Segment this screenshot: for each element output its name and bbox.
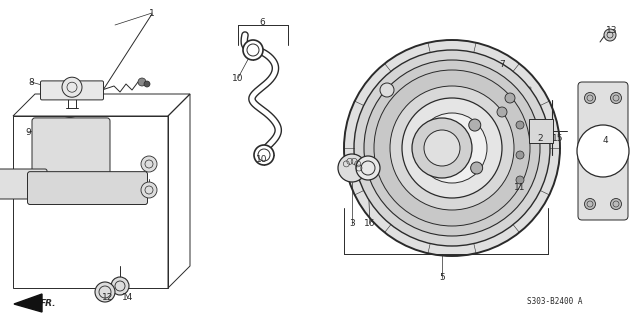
FancyBboxPatch shape (40, 81, 104, 100)
Circle shape (468, 119, 481, 131)
Circle shape (577, 125, 629, 177)
Text: FR.: FR. (40, 299, 56, 308)
Circle shape (390, 86, 514, 210)
Circle shape (344, 40, 560, 256)
Text: 11: 11 (515, 183, 525, 193)
Circle shape (254, 145, 274, 165)
Circle shape (584, 92, 595, 103)
Text: 7: 7 (499, 60, 505, 68)
FancyBboxPatch shape (578, 82, 628, 220)
Text: 8: 8 (28, 77, 34, 86)
Circle shape (424, 130, 460, 166)
Text: 6: 6 (259, 18, 265, 27)
Text: 4: 4 (602, 135, 608, 145)
Circle shape (141, 156, 157, 172)
Text: 1: 1 (149, 9, 155, 18)
Circle shape (144, 81, 150, 87)
Circle shape (354, 50, 550, 246)
FancyBboxPatch shape (529, 119, 553, 143)
Circle shape (356, 156, 380, 180)
Circle shape (516, 176, 524, 184)
Circle shape (138, 78, 146, 86)
Circle shape (604, 29, 616, 41)
FancyBboxPatch shape (28, 172, 147, 204)
Circle shape (611, 198, 621, 210)
Circle shape (380, 83, 394, 97)
Text: 9: 9 (25, 127, 31, 137)
Circle shape (611, 92, 621, 103)
Text: 5: 5 (439, 274, 445, 283)
Text: 14: 14 (122, 293, 134, 302)
Text: 15: 15 (552, 133, 564, 142)
Text: 10: 10 (256, 156, 268, 164)
Text: 12: 12 (102, 293, 114, 302)
Circle shape (417, 113, 487, 183)
Circle shape (338, 154, 366, 182)
Text: 13: 13 (606, 26, 618, 35)
Circle shape (364, 60, 540, 236)
Circle shape (243, 40, 263, 60)
Circle shape (497, 107, 507, 117)
FancyBboxPatch shape (32, 118, 110, 179)
Polygon shape (14, 294, 42, 312)
Circle shape (62, 77, 82, 97)
Circle shape (584, 198, 595, 210)
Circle shape (141, 182, 157, 198)
Circle shape (470, 162, 483, 174)
FancyBboxPatch shape (0, 169, 47, 199)
Text: 2: 2 (537, 133, 543, 142)
Circle shape (402, 98, 502, 198)
Text: 3: 3 (349, 220, 355, 228)
Text: 10: 10 (232, 74, 244, 83)
Circle shape (374, 70, 530, 226)
Circle shape (505, 93, 515, 103)
Circle shape (516, 121, 524, 129)
Circle shape (111, 277, 129, 295)
Text: 16: 16 (364, 220, 376, 228)
Circle shape (516, 151, 524, 159)
Text: S303-B2400 A: S303-B2400 A (527, 298, 583, 307)
Circle shape (412, 118, 472, 178)
Circle shape (95, 282, 115, 302)
